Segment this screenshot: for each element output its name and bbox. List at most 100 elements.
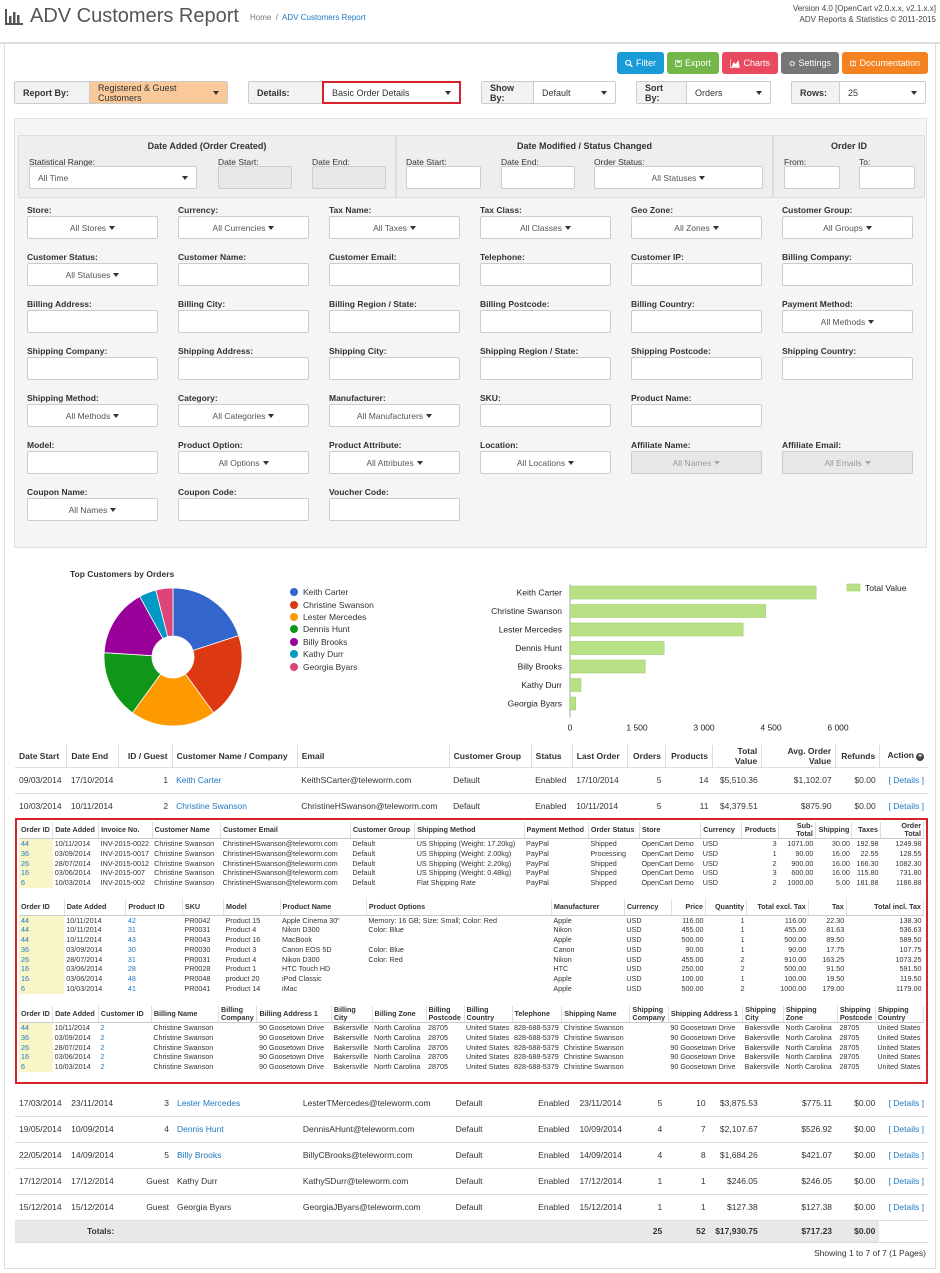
legend-item[interactable]: Billy Brooks xyxy=(290,636,374,648)
order-id-link[interactable]: 44 xyxy=(21,1023,29,1032)
billing-city-input[interactable] xyxy=(178,310,309,333)
location-select[interactable]: All Locations xyxy=(480,451,611,474)
billing-country-input[interactable] xyxy=(631,310,762,333)
order-id-link[interactable]: 26 xyxy=(21,954,29,964)
column-header[interactable]: Date Start xyxy=(15,745,68,768)
bar[interactable] xyxy=(569,659,646,674)
breadcrumb-home[interactable]: Home xyxy=(250,13,272,22)
column-header[interactable]: ID / Guest xyxy=(118,745,173,768)
detail-text[interactable]: 2 xyxy=(100,1042,105,1052)
bar[interactable] xyxy=(569,604,766,618)
billing-postcode-input[interactable] xyxy=(480,310,611,333)
column-header[interactable]: Customer Group xyxy=(449,745,532,768)
sku-input[interactable] xyxy=(480,404,611,427)
order-id-link[interactable]: 6 xyxy=(21,984,25,994)
plus-circle-icon[interactable]: + xyxy=(916,753,924,762)
order-id-link[interactable]: 26 xyxy=(21,858,29,868)
detail-text[interactable]: 43 xyxy=(127,935,136,945)
show-by-value[interactable]: Default xyxy=(534,82,615,103)
detail-text[interactable]: 2 xyxy=(100,1023,105,1032)
show-by-select[interactable]: Show By: Default xyxy=(481,81,616,104)
shipping-country-input[interactable] xyxy=(782,357,913,380)
details-link[interactable]: [ Details ] xyxy=(888,1176,924,1186)
currency-select[interactable]: All Currencies xyxy=(178,216,309,239)
customer-name[interactable]: Dennis Hunt xyxy=(176,1124,224,1134)
details-link[interactable]: [ Details ] xyxy=(888,1124,924,1134)
sort-by-select[interactable]: Sort By: Orders xyxy=(636,81,771,104)
details-link[interactable]: [ Details ] xyxy=(888,801,924,811)
billing-region-state-input[interactable] xyxy=(329,310,460,333)
detail-text[interactable]: 42 xyxy=(127,915,136,925)
product-attribute-select[interactable]: All Attributes xyxy=(329,451,460,474)
details-link[interactable]: [ Details ] xyxy=(888,1150,924,1160)
order-id-link[interactable]: 16 xyxy=(21,868,29,878)
order-id-link[interactable]: 6 xyxy=(21,1062,25,1072)
column-header[interactable]: Orders xyxy=(627,745,666,768)
legend-item[interactable]: Dennis Hunt xyxy=(290,623,374,635)
billing-address-input[interactable] xyxy=(27,310,158,333)
affiliate-email-select[interactable]: All Emails xyxy=(782,451,913,474)
bar[interactable] xyxy=(569,585,817,600)
column-header[interactable]: Last Order xyxy=(572,745,629,768)
export-button[interactable]: Export xyxy=(667,52,719,74)
settings-button[interactable]: Settings xyxy=(781,52,839,74)
billing-company-input[interactable] xyxy=(782,263,913,286)
shipping-method-select[interactable]: All Methods xyxy=(27,404,158,427)
detail-text[interactable]: 30 xyxy=(127,944,136,954)
manufacturer-select[interactable]: All Manufacturers xyxy=(329,404,460,427)
shipping-address-input[interactable] xyxy=(178,357,309,380)
order-id-link[interactable]: 36 xyxy=(21,944,29,954)
pie-slice[interactable] xyxy=(155,587,174,638)
column-header[interactable]: Total Value xyxy=(712,745,763,768)
mod-date-end-input[interactable] xyxy=(501,166,575,189)
detail-text[interactable]: 2 xyxy=(100,1032,105,1042)
column-header[interactable]: Products xyxy=(665,745,713,768)
bar[interactable] xyxy=(569,678,582,692)
order-id-link[interactable]: 36 xyxy=(21,1032,29,1042)
detail-text[interactable]: 31 xyxy=(127,925,136,935)
customer-status-select[interactable]: All Statuses xyxy=(27,263,158,286)
legend-item[interactable]: Christine Swanson xyxy=(290,598,374,610)
details-link[interactable]: [ Details ] xyxy=(888,775,924,785)
date-start-input[interactable] xyxy=(218,166,292,189)
charts-button[interactable]: Charts xyxy=(722,52,778,74)
telephone-input[interactable] xyxy=(480,263,611,286)
detail-text[interactable]: 2 xyxy=(100,1062,105,1072)
tax-class-select[interactable]: All Classes xyxy=(480,216,611,239)
legend-item[interactable]: Georgia Byars xyxy=(290,660,374,672)
column-header[interactable]: Email xyxy=(297,745,450,768)
payment-method-select[interactable]: All Methods xyxy=(782,310,913,333)
shipping-company-input[interactable] xyxy=(27,357,158,380)
order-id-link[interactable]: 44 xyxy=(21,839,29,848)
column-header[interactable]: Status xyxy=(531,745,573,768)
customer-email-input[interactable] xyxy=(329,263,460,286)
customer-name[interactable]: Keith Carter xyxy=(176,775,222,785)
product-name-input[interactable] xyxy=(631,404,762,427)
column-header[interactable]: Date End xyxy=(66,745,120,768)
detail-text[interactable]: 28 xyxy=(127,964,136,974)
breadcrumb-current[interactable]: ADV Customers Report xyxy=(282,13,366,22)
mod-date-start-input[interactable] xyxy=(406,166,481,189)
customer-name[interactable]: Lester Mercedes xyxy=(176,1097,241,1108)
customer-name[interactable]: Billy Brooks xyxy=(176,1150,222,1160)
detail-text[interactable]: 31 xyxy=(127,954,136,964)
order-id-link[interactable]: 44 xyxy=(21,925,29,935)
customer-name[interactable]: Christine Swanson xyxy=(176,801,247,811)
order-id-link[interactable]: 16 xyxy=(21,1052,29,1062)
bar[interactable] xyxy=(569,622,744,637)
details-link[interactable]: [ Details ] xyxy=(888,1202,924,1212)
shipping-city-input[interactable] xyxy=(329,357,460,380)
report-by-value[interactable]: Registered & Guest Customers xyxy=(90,82,227,103)
order-status-select[interactable]: All Statuses xyxy=(594,166,763,189)
rows-value[interactable]: 25 xyxy=(840,82,925,103)
report-by-select[interactable]: Report By: Registered & Guest Customers xyxy=(14,81,228,104)
bar[interactable] xyxy=(569,696,576,711)
detail-text[interactable]: 2 xyxy=(100,1052,105,1062)
shipping-postcode-input[interactable] xyxy=(631,357,762,380)
order-id-from-input[interactable] xyxy=(784,166,840,189)
order-id-to-input[interactable] xyxy=(859,166,915,189)
column-header[interactable]: Refunds xyxy=(835,745,881,768)
tax-name-select[interactable]: All Taxes xyxy=(329,216,460,239)
shipping-region-state-input[interactable] xyxy=(480,357,611,380)
order-id-link[interactable]: 6 xyxy=(21,878,25,888)
